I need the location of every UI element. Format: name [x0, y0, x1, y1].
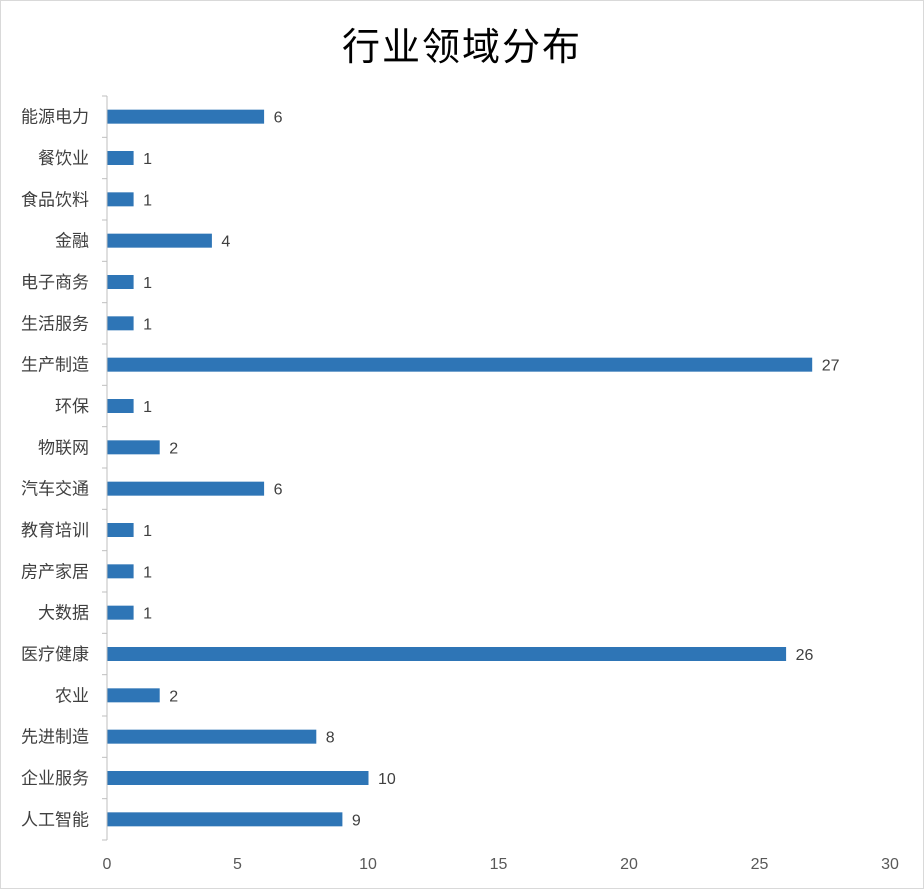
x-tick-label: 0 — [103, 856, 112, 873]
category-label: 金融 — [55, 232, 89, 252]
data-label: 1 — [143, 399, 152, 416]
data-label: 10 — [378, 771, 396, 788]
bar — [107, 275, 134, 289]
category-label: 汽车交通 — [21, 480, 89, 500]
bar — [107, 481, 265, 496]
bar — [107, 233, 212, 248]
category-label: 大数据 — [38, 604, 89, 624]
category-label: 先进制造 — [21, 728, 89, 748]
data-label: 2 — [169, 688, 178, 705]
bar — [107, 399, 134, 413]
bar — [107, 647, 787, 661]
category-label: 农业 — [55, 686, 89, 706]
bar — [107, 771, 369, 785]
data-label: 2 — [169, 440, 178, 457]
bar — [107, 192, 134, 207]
x-tick-label: 5 — [233, 856, 242, 873]
x-tick-label: 25 — [751, 856, 769, 873]
data-label: 27 — [822, 358, 840, 375]
bar — [107, 605, 134, 620]
x-tick-label: 15 — [490, 856, 508, 873]
data-label: 1 — [143, 606, 152, 623]
data-label: 9 — [352, 812, 361, 829]
data-label: 1 — [143, 151, 152, 168]
data-label: 1 — [143, 275, 152, 292]
category-label: 食品饮料 — [21, 190, 89, 210]
category-label: 教育培训 — [21, 521, 89, 541]
bar — [107, 812, 343, 827]
category-label: 生活服务 — [21, 314, 89, 334]
data-label: 8 — [326, 730, 335, 747]
category-label: 人工智能 — [21, 810, 89, 830]
data-label: 26 — [796, 647, 814, 664]
category-label: 物联网 — [38, 438, 89, 458]
bar — [107, 109, 265, 124]
bar — [107, 151, 134, 165]
category-label: 生产制造 — [21, 356, 89, 376]
bar — [107, 729, 317, 744]
data-label: 4 — [221, 234, 230, 251]
category-label: 电子商务 — [21, 273, 89, 293]
data-label: 6 — [274, 110, 283, 127]
category-label: 医疗健康 — [21, 645, 89, 665]
x-tick-label: 30 — [881, 856, 899, 873]
data-label: 1 — [143, 523, 152, 540]
bar — [107, 688, 160, 703]
bar — [107, 440, 160, 455]
category-label: 环保 — [55, 397, 89, 417]
category-label: 房产家居 — [21, 562, 89, 582]
data-label: 6 — [274, 482, 283, 499]
bar — [107, 564, 134, 579]
data-label: 1 — [143, 316, 152, 333]
chart-title: 行业领域分布 — [341, 25, 582, 69]
category-label: 餐饮业 — [38, 149, 89, 169]
category-label: 企业服务 — [21, 769, 89, 789]
bar — [107, 523, 134, 537]
x-tick-label: 20 — [620, 856, 638, 873]
x-tick-label: 10 — [359, 856, 377, 873]
data-label: 1 — [143, 192, 152, 209]
bar — [107, 316, 134, 331]
bar — [107, 357, 813, 372]
category-label: 能源电力 — [21, 108, 89, 128]
data-label: 1 — [143, 564, 152, 581]
